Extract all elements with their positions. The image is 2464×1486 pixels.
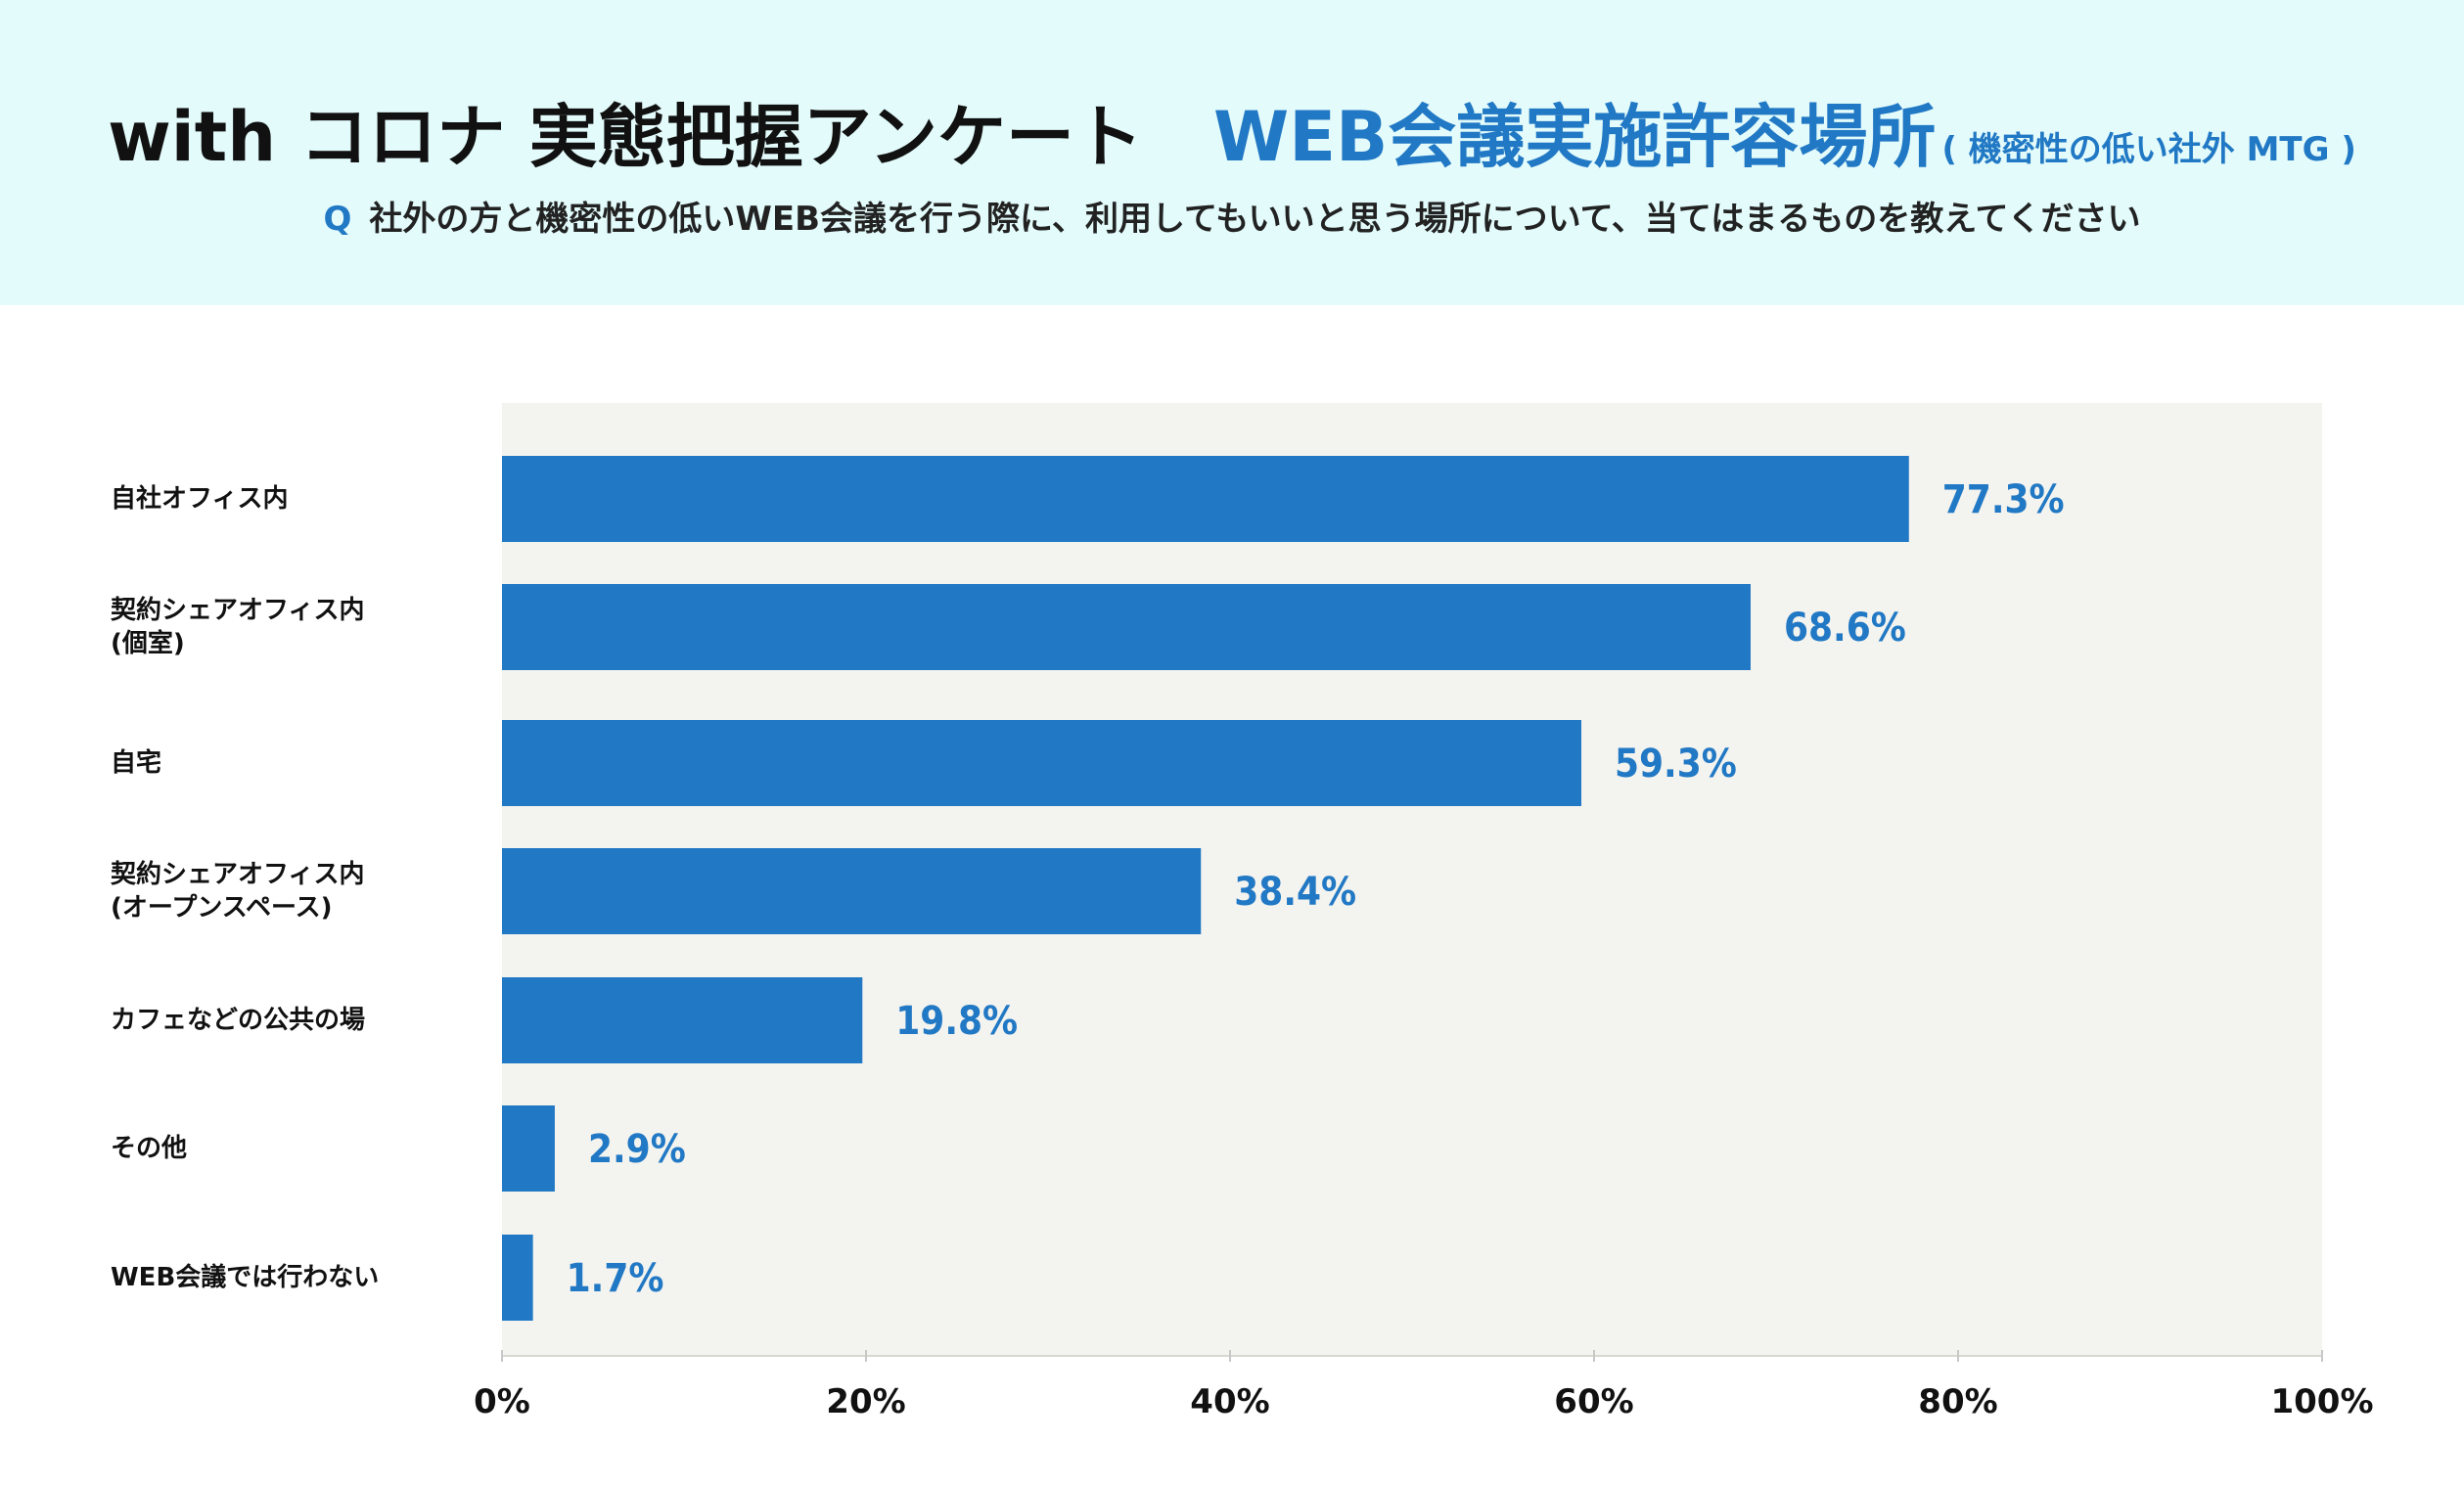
category-label: 契約シェアオフィス内 (オープンスペース) bbox=[111, 860, 365, 923]
category-label: その他 bbox=[111, 1134, 188, 1163]
category-label: カフェなどの公共の場 bbox=[111, 1006, 366, 1035]
bar bbox=[502, 848, 1202, 934]
category-label: 契約シェアオフィス内 (個室) bbox=[111, 596, 365, 658]
bar bbox=[502, 456, 1909, 542]
bar bbox=[502, 1105, 555, 1192]
category-label: 自宅 bbox=[111, 748, 162, 778]
x-tick-label: 80% bbox=[1918, 1382, 1997, 1421]
category-label: 自社オフィス内 bbox=[111, 484, 289, 514]
bar bbox=[502, 720, 1581, 806]
question: Q 社外の方と機密性の低いWEB会議を行う際に、利用してもいいと思う場所について、… bbox=[0, 192, 2464, 240]
title-accent: WEB会議実施許容場所 bbox=[1212, 97, 1937, 177]
bar bbox=[502, 1235, 533, 1321]
question-text: 社外の方と機密性の低いWEB会議を行う際に、利用してもいいと思う場所について、当… bbox=[369, 200, 2141, 239]
data-label: 59.3% bbox=[1615, 742, 1737, 787]
page-title: with コロナ 実態把握アンケート WEB会議実施許容場所( 機密性の低い社外 … bbox=[0, 82, 2464, 181]
title-note: ( 機密性の低い社外 MTG ) bbox=[1941, 130, 2356, 169]
data-label: 2.9% bbox=[588, 1127, 686, 1172]
category-label: WEB会議では行わない bbox=[111, 1263, 380, 1292]
data-label: 68.6% bbox=[1784, 606, 1906, 651]
title-main: with コロナ 実態把握アンケート bbox=[108, 97, 1143, 177]
data-label: 19.8% bbox=[895, 999, 1018, 1044]
data-label: 38.4% bbox=[1234, 870, 1356, 915]
header-banner: with コロナ 実態把握アンケート WEB会議実施許容場所( 機密性の低い社外 … bbox=[0, 0, 2464, 305]
question-mark: Q bbox=[323, 200, 352, 239]
data-label: 1.7% bbox=[567, 1256, 664, 1301]
bar bbox=[502, 584, 1751, 670]
x-tick-label: 60% bbox=[1554, 1382, 1633, 1421]
x-tick-label: 20% bbox=[826, 1382, 905, 1421]
data-label: 77.3% bbox=[1942, 477, 2065, 522]
x-tick-label: 100% bbox=[2270, 1382, 2373, 1421]
x-tick-label: 40% bbox=[1190, 1382, 1269, 1421]
x-tick-label: 0% bbox=[474, 1382, 530, 1421]
bar bbox=[502, 977, 863, 1063]
